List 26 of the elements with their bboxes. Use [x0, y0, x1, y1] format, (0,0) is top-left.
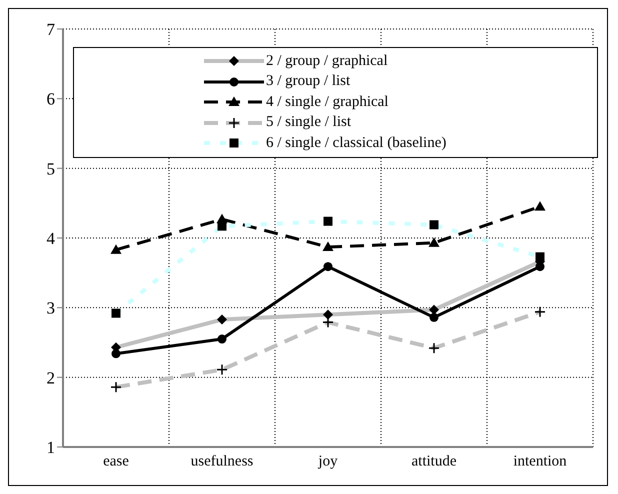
y-tick-label: 4 — [46, 229, 56, 248]
y-tick-label: 6 — [46, 90, 55, 109]
legend-label: 6 / single / classical (baseline) — [266, 134, 446, 152]
point — [536, 262, 544, 272]
x-tick-label: ease — [103, 454, 130, 470]
point — [428, 237, 440, 247]
point — [322, 242, 334, 252]
point — [534, 201, 546, 211]
y-tick-label: 3 — [46, 298, 55, 318]
x-tick-label: intention — [513, 454, 568, 470]
point — [430, 312, 438, 322]
y-tick-label: 2 — [46, 368, 55, 388]
legend-label: 2 / group / graphical — [266, 52, 388, 70]
y-tick-label: 5 — [46, 159, 55, 178]
x-tick-label: joy — [317, 454, 338, 470]
point — [324, 262, 332, 272]
x-tick-label: attitude — [412, 454, 457, 470]
legend-label: 4 / single / graphical — [266, 94, 388, 111]
legend-label: 5 / single / list — [266, 114, 352, 132]
point — [218, 334, 226, 344]
legend-label: 3 / group / list — [266, 73, 350, 90]
point — [112, 349, 120, 358]
point — [110, 244, 122, 254]
y-tick-label: 7 — [46, 20, 56, 40]
y-tick-label: 1 — [46, 438, 55, 458]
x-tick-label: usefulness — [190, 454, 254, 470]
